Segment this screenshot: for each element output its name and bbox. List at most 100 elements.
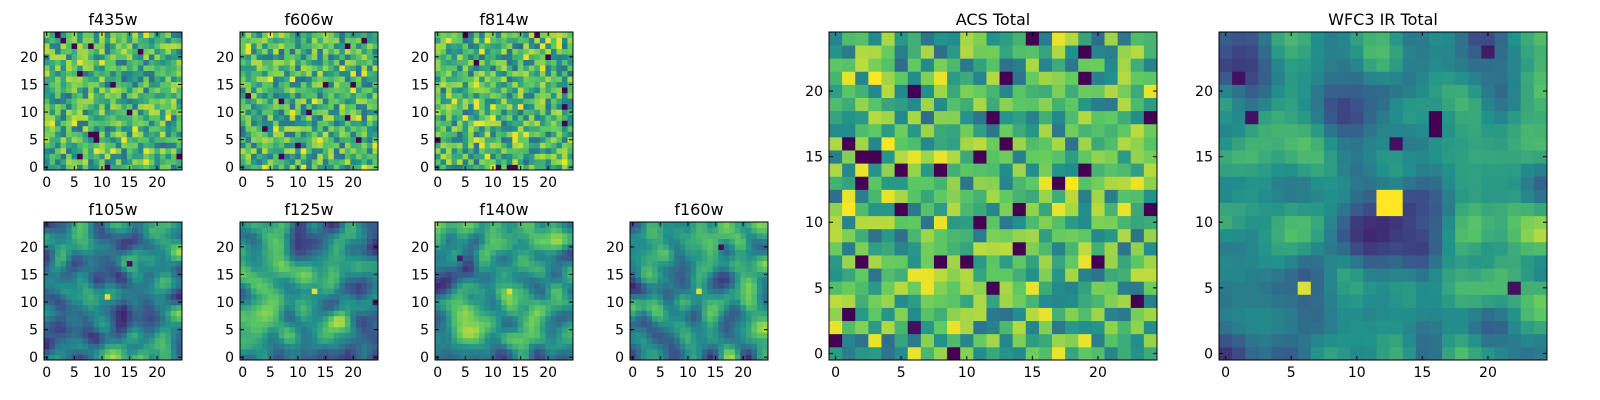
heatmap-cell bbox=[712, 233, 719, 239]
heatmap-cell bbox=[245, 164, 252, 171]
heatmap-cell bbox=[685, 326, 692, 333]
heatmap-cell bbox=[745, 337, 752, 344]
heatmap-cell bbox=[137, 282, 144, 289]
heatmap-cell bbox=[446, 222, 452, 228]
heatmap-cell bbox=[652, 304, 658, 311]
heatmap-cell bbox=[679, 326, 686, 333]
heatmap-cell bbox=[55, 65, 61, 72]
heatmap-cell bbox=[506, 310, 513, 317]
heatmap-cell bbox=[148, 332, 155, 339]
heatmap-cell bbox=[143, 158, 150, 165]
heatmap-cell bbox=[104, 233, 111, 239]
heatmap-cell bbox=[550, 81, 557, 88]
heatmap-cell bbox=[534, 70, 541, 77]
heatmap-cell bbox=[490, 282, 497, 289]
heatmap-cell bbox=[740, 332, 747, 339]
heatmap-cell bbox=[473, 288, 480, 295]
heatmap-cell bbox=[240, 131, 246, 138]
heatmap-cell bbox=[718, 282, 725, 289]
heatmap-cell bbox=[77, 255, 84, 262]
heatmap-cell bbox=[372, 158, 379, 165]
heatmap-cell bbox=[663, 337, 670, 344]
heatmap-cell bbox=[440, 222, 447, 228]
heatmap-cell bbox=[506, 249, 513, 256]
heatmap-cell bbox=[495, 158, 502, 165]
heatmap-cell bbox=[468, 332, 475, 339]
heatmap-cell bbox=[311, 282, 318, 289]
heatmap-cell bbox=[66, 277, 72, 284]
heatmap-cell bbox=[82, 109, 89, 116]
heatmap-cell bbox=[523, 222, 530, 228]
heatmap-cell bbox=[121, 282, 128, 289]
heatmap-cell bbox=[278, 109, 285, 116]
heatmap-cell bbox=[1091, 320, 1105, 335]
heatmap-cell bbox=[126, 98, 133, 105]
heatmap-cell bbox=[317, 120, 324, 127]
heatmap-cell bbox=[550, 153, 557, 160]
heatmap-cell bbox=[550, 32, 557, 38]
heatmap-cell bbox=[322, 54, 329, 60]
heatmap-cell bbox=[311, 326, 318, 333]
heatmap-cell bbox=[143, 255, 150, 262]
heatmap-cell bbox=[60, 293, 67, 300]
heatmap-cell bbox=[311, 92, 318, 99]
heatmap-cell bbox=[137, 153, 144, 160]
heatmap-cell bbox=[176, 293, 183, 300]
heatmap-cell bbox=[267, 277, 274, 284]
heatmap-cell bbox=[262, 255, 268, 262]
heatmap-cell bbox=[712, 244, 719, 250]
heatmap-cell bbox=[328, 299, 335, 306]
heatmap-cell bbox=[479, 277, 486, 284]
heatmap-cell bbox=[273, 354, 280, 361]
heatmap-cell bbox=[947, 268, 961, 282]
heatmap-cell bbox=[159, 337, 166, 344]
heatmap-cell bbox=[311, 59, 318, 66]
heatmap-cell bbox=[479, 32, 486, 38]
heatmap-cell bbox=[1104, 268, 1119, 282]
heatmap-cell bbox=[534, 304, 541, 311]
heatmap-cell bbox=[322, 65, 329, 72]
heatmap-cell bbox=[517, 337, 524, 344]
heatmap-cell bbox=[457, 37, 463, 44]
heatmap-cell bbox=[490, 81, 497, 88]
heatmap-cell bbox=[295, 103, 302, 110]
heatmap-cell bbox=[539, 260, 546, 267]
y-tick-label: 15 bbox=[20, 77, 38, 93]
heatmap-cell bbox=[495, 238, 502, 245]
heatmap-cell bbox=[295, 43, 302, 49]
heatmap-cell bbox=[462, 54, 469, 60]
heatmap-cell bbox=[99, 227, 106, 234]
heatmap-cell bbox=[517, 65, 524, 72]
heatmap-cell bbox=[501, 222, 508, 228]
heatmap-cell bbox=[999, 202, 1014, 217]
heatmap-cell bbox=[701, 222, 708, 228]
heatmap-cell bbox=[284, 164, 291, 171]
heatmap-cell bbox=[110, 222, 117, 228]
heatmap-cell bbox=[60, 98, 67, 105]
heatmap-cell bbox=[137, 147, 144, 154]
heatmap-cell bbox=[506, 164, 513, 171]
heatmap-cell bbox=[55, 343, 61, 350]
heatmap-cell bbox=[137, 348, 144, 355]
heatmap-cell bbox=[674, 326, 681, 333]
heatmap-cell bbox=[701, 255, 708, 262]
heatmap-cell bbox=[355, 109, 362, 116]
heatmap-cell bbox=[256, 125, 263, 132]
heatmap-cell bbox=[973, 189, 987, 203]
heatmap-cell bbox=[311, 65, 318, 72]
heatmap-cell bbox=[159, 304, 166, 311]
heatmap-cell bbox=[311, 142, 318, 149]
heatmap-cell bbox=[148, 315, 155, 322]
heatmap-cell bbox=[567, 337, 574, 344]
heatmap-cell bbox=[350, 114, 357, 121]
heatmap-cell bbox=[842, 346, 856, 361]
heatmap-cell bbox=[933, 176, 948, 190]
heatmap-cell bbox=[115, 249, 122, 256]
heatmap-cell bbox=[696, 293, 703, 300]
heatmap-cell bbox=[93, 354, 100, 361]
heatmap-cell bbox=[512, 87, 519, 94]
heatmap-cell bbox=[306, 98, 313, 105]
heatmap-cell bbox=[561, 136, 568, 143]
heatmap-cell bbox=[110, 244, 117, 250]
heatmap-cell bbox=[256, 76, 263, 83]
